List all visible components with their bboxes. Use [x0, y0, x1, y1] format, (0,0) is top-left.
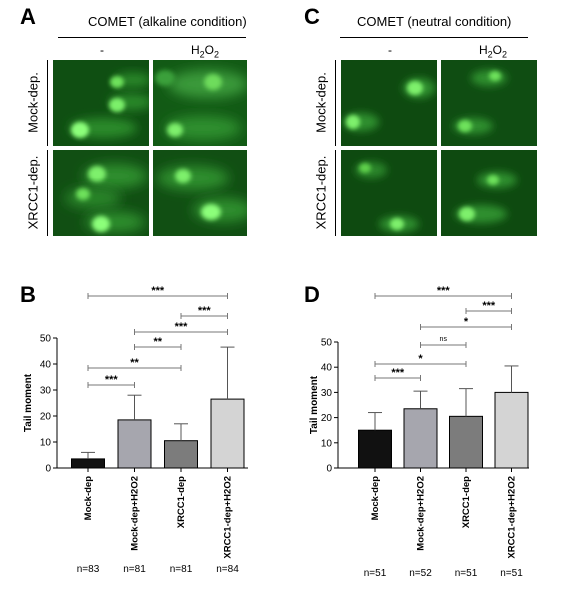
panel-c-row-rule-top: [335, 60, 336, 146]
n-label: n=51: [455, 568, 478, 579]
panel-letter-c: C: [304, 4, 320, 29]
y-tick-label: 0: [45, 464, 51, 475]
significance-label: **: [153, 336, 162, 348]
y-tick-label: 30: [321, 388, 333, 399]
bar: [494, 391, 529, 469]
panel-letter-b: B: [20, 282, 36, 307]
y-tick-label: 40: [321, 363, 333, 374]
significance-label: **: [130, 357, 139, 369]
y-tick-label: 10: [321, 438, 333, 449]
y-tick-label: 10: [40, 438, 52, 449]
panel-letter-d: D: [304, 282, 320, 307]
panel-c-title-rule: [340, 37, 528, 38]
significance-label: ns: [440, 336, 448, 343]
panel-a-title: COMET (alkaline condition): [88, 14, 247, 29]
chart-d: 0 10 20 30 40 50 Tail moment Mock-dep n=51 Mock-d…: [309, 285, 529, 579]
micrograph-c-mock-control: [341, 60, 437, 146]
x-tick-label: XRCC1-dep+H2O2: [223, 476, 234, 559]
panel-a-row-label-mock: Mock-dep.: [25, 72, 41, 133]
bar: [117, 419, 152, 469]
significance-label: ***: [175, 321, 189, 333]
bar: [358, 429, 392, 469]
panel-a-row-rule-bottom: [47, 150, 48, 236]
y-tick-label: 20: [321, 413, 333, 424]
y-tick-label: 30: [40, 386, 52, 397]
panel-c-title: COMET (neutral condition): [357, 14, 512, 29]
panel-c-row-label-xrcc1: XRCC1-dep.: [313, 155, 329, 230]
chart-b: 0 10 20 30 40 50 Tail moment Mock-dep n=83 Mock-d…: [23, 285, 248, 575]
panel-a-row-rule-top: [47, 60, 48, 146]
bar: [210, 398, 245, 469]
micrograph-c-mock-h2o2: [441, 60, 537, 146]
panel-c-row-rule-bottom: [335, 150, 336, 236]
panel-a-col-h2o2: H2O2: [190, 43, 220, 60]
significance-label: *: [418, 353, 423, 365]
x-tick-label: XRCC1-dep: [176, 476, 187, 528]
y-tick-label: 40: [40, 360, 52, 371]
x-tick-label: Mock-dep+H2O2: [130, 476, 141, 551]
panel-c-col-h2o2: H2O2: [478, 43, 508, 60]
panel-a-row-label-xrcc1: XRCC1-dep.: [25, 155, 41, 230]
n-label: n=52: [409, 568, 432, 579]
significance-label: ***: [391, 367, 405, 379]
y-tick-label: 20: [40, 412, 52, 423]
n-label: n=84: [216, 564, 239, 575]
n-label: n=81: [123, 564, 146, 575]
significance-label: ***: [437, 285, 451, 297]
significance-label: *: [464, 316, 469, 328]
n-label: n=81: [170, 564, 193, 575]
bar: [403, 408, 438, 469]
significance-label: ***: [482, 300, 496, 312]
micrograph-c-xrcc1-h2o2: [441, 150, 537, 236]
x-tick-label: XRCC1-dep+H2O2: [507, 476, 518, 559]
y-tick-label: 50: [40, 334, 52, 345]
y-tick-label: 50: [321, 338, 333, 349]
x-tick-label: Mock-dep: [370, 476, 381, 521]
y-axis-label: Tail moment: [309, 375, 320, 434]
micrograph-c-xrcc1-control: [341, 150, 437, 236]
y-tick-label: 0: [326, 464, 332, 475]
x-tick-label: XRCC1-dep: [461, 476, 472, 528]
x-tick-label: Mock-dep+H2O2: [416, 476, 427, 551]
panel-letter-a: A: [20, 4, 36, 29]
micrograph-a-mock-h2o2: [153, 60, 247, 146]
panel-c-row-label-mock: Mock-dep.: [313, 72, 329, 133]
n-label: n=83: [77, 564, 100, 575]
n-label: n=51: [500, 568, 523, 579]
bar: [164, 440, 198, 469]
significance-label: ***: [198, 305, 212, 317]
micrograph-a-xrcc1-h2o2: [153, 150, 247, 236]
micrograph-a-xrcc1-control: [53, 150, 149, 236]
micrograph-a-mock-control: [53, 60, 149, 146]
bar: [449, 415, 483, 469]
y-axis-label: Tail moment: [23, 373, 34, 432]
x-tick-label: Mock-dep: [83, 476, 94, 521]
panel-a-title-rule: [58, 37, 246, 38]
panel-c-col-control: -: [388, 43, 392, 57]
bar: [71, 458, 105, 469]
significance-label: ***: [105, 374, 119, 386]
panel-a-col-control: -: [100, 43, 104, 57]
significance-label: ***: [151, 285, 165, 297]
n-label: n=51: [364, 568, 387, 579]
